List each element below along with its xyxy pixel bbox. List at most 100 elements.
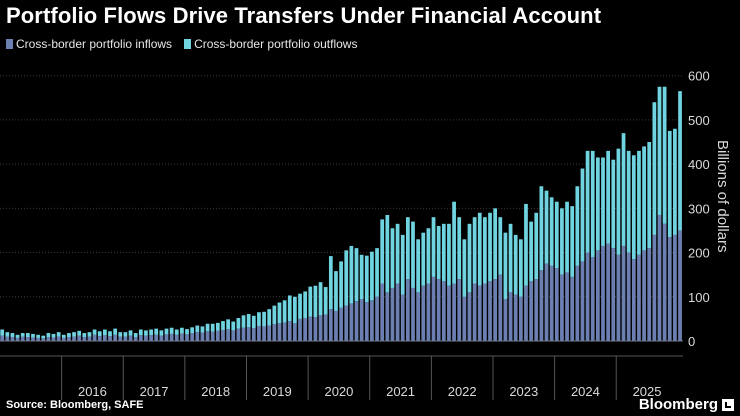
bar-outflows-30 — [154, 328, 159, 335]
bar-inflows-29 — [149, 335, 153, 341]
bar-outflows-71 — [364, 255, 369, 303]
bar-inflows-82 — [421, 285, 426, 341]
bar-inflows-12 — [61, 337, 66, 341]
legend-label-inflows: Cross-border portfolio inflows — [16, 37, 173, 51]
bar-outflows-10 — [51, 333, 56, 338]
bar-outflows-48 — [246, 314, 251, 328]
bar-outflows-4 — [20, 333, 25, 337]
bar-inflows-31 — [159, 335, 164, 341]
bar-outflows-104 — [534, 212, 539, 280]
chart-title: Portfolio Flows Drive Transfers Under Fi… — [6, 3, 602, 28]
bars — [0, 86, 682, 341]
bar-outflows-65 — [334, 271, 338, 311]
bar-inflows-120 — [616, 254, 621, 341]
bar-inflows-90 — [462, 296, 467, 341]
bar-outflows-114 — [585, 150, 590, 253]
bar-inflows-48 — [246, 327, 251, 341]
bar-inflows-59 — [303, 318, 308, 341]
bar-inflows-41 — [210, 331, 215, 341]
bar-inflows-43 — [221, 329, 225, 341]
bar-outflows-75 — [385, 214, 390, 293]
bar-outflows-35 — [180, 327, 184, 334]
bar-inflows-113 — [580, 261, 585, 341]
bar-inflows-80 — [411, 287, 415, 341]
bar-outflows-96 — [493, 208, 498, 280]
bar-inflows-102 — [524, 285, 528, 341]
bar-outflows-79 — [405, 217, 410, 280]
bar-outflows-47 — [241, 315, 246, 328]
bar-outflows-2 — [10, 333, 15, 338]
bar-outflows-36 — [185, 329, 189, 335]
bar-outflows-13 — [67, 333, 71, 338]
bar-outflows-73 — [375, 248, 379, 297]
bar-inflows-111 — [570, 276, 575, 341]
bar-inflows-17 — [87, 336, 92, 341]
bar-outflows-6 — [31, 333, 35, 338]
bar-inflows-130 — [667, 237, 672, 341]
bar-inflows-37 — [190, 333, 195, 341]
bar-inflows-52 — [267, 325, 272, 341]
bar-inflows-14 — [72, 336, 76, 341]
bar-inflows-11 — [56, 336, 61, 341]
bar-inflows-86 — [441, 281, 446, 341]
legend-item-outflows: Cross-border portfolio outflows — [184, 37, 357, 51]
bar-outflows-109 — [560, 208, 564, 275]
bar-outflows-80 — [411, 221, 415, 288]
bar-outflows-19 — [97, 331, 102, 337]
bar-outflows-45 — [231, 321, 236, 331]
bar-outflows-126 — [647, 142, 652, 249]
bar-outflows-0 — [0, 329, 5, 336]
bar-inflows-103 — [529, 281, 533, 341]
bar-inflows-81 — [416, 292, 420, 341]
bar-outflows-84 — [431, 217, 436, 277]
bar-inflows-117 — [601, 245, 605, 341]
y-tick-label-100: 100 — [688, 290, 710, 305]
bar-outflows-64 — [328, 256, 333, 310]
bar-inflows-95 — [488, 281, 492, 341]
bar-inflows-51 — [262, 326, 266, 341]
bar-inflows-122 — [626, 252, 631, 341]
bar-inflows-107 — [549, 265, 554, 341]
bar-inflows-10 — [51, 337, 56, 341]
bar-outflows-117 — [601, 157, 605, 246]
bar-outflows-24 — [123, 332, 128, 337]
bar-outflows-129 — [662, 86, 667, 224]
bar-inflows-1 — [5, 336, 10, 341]
bar-outflows-20 — [103, 329, 107, 336]
bar-inflows-63 — [323, 314, 328, 341]
y-tick-label-600: 600 — [688, 69, 710, 84]
x-tick-label-2023: 2023 — [509, 384, 538, 399]
bar-inflows-65 — [334, 310, 338, 341]
bar-outflows-63 — [323, 287, 328, 315]
bar-outflows-81 — [416, 239, 420, 293]
bar-inflows-84 — [431, 276, 436, 341]
y-tick-label-500: 500 — [688, 113, 710, 128]
bar-inflows-76 — [390, 287, 395, 341]
bar-inflows-121 — [621, 245, 626, 341]
bar-outflows-34 — [174, 329, 179, 335]
bar-inflows-98 — [503, 298, 508, 341]
bar-outflows-116 — [595, 157, 600, 251]
bar-inflows-55 — [282, 322, 287, 341]
bar-inflows-114 — [585, 252, 590, 341]
bar-outflows-9 — [46, 333, 51, 338]
bar-outflows-127 — [652, 102, 657, 235]
bar-inflows-15 — [77, 335, 82, 341]
bar-outflows-93 — [477, 212, 482, 286]
bar-outflows-15 — [77, 330, 82, 336]
bar-inflows-85 — [436, 279, 441, 341]
bar-inflows-38 — [195, 332, 200, 341]
bar-outflows-124 — [637, 150, 641, 255]
bar-outflows-27 — [138, 329, 143, 336]
bar-inflows-83 — [426, 283, 431, 341]
bar-inflows-53 — [272, 324, 277, 341]
x-tick-label-2020: 2020 — [324, 384, 353, 399]
bar-inflows-119 — [611, 248, 616, 341]
bar-inflows-6 — [31, 337, 35, 341]
bar-inflows-50 — [257, 325, 261, 341]
bar-outflows-98 — [503, 232, 508, 299]
bar-outflows-88 — [452, 201, 456, 284]
bar-inflows-64 — [328, 309, 333, 341]
bar-inflows-105 — [539, 270, 544, 341]
bar-inflows-92 — [472, 283, 477, 341]
